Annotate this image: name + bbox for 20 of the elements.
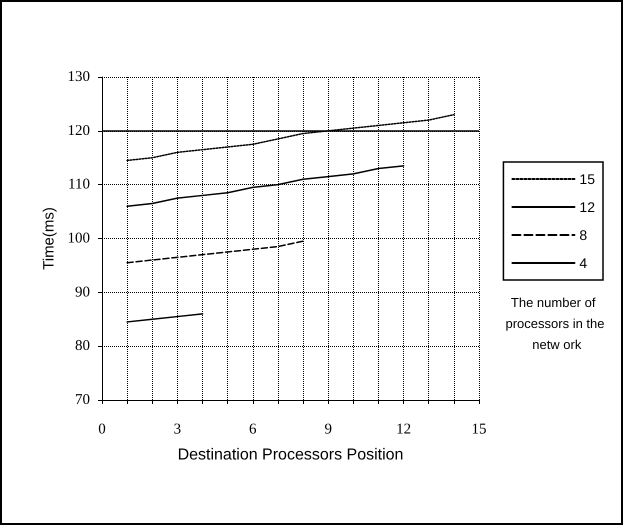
y-axis-title: Time(ms) xyxy=(40,207,58,270)
legend-label: 8 xyxy=(579,227,588,243)
legend-label: 4 xyxy=(579,255,588,271)
x-tick-label: 0 xyxy=(98,422,106,438)
y-tick-label: 70 xyxy=(75,392,90,408)
y-tick-label: 130 xyxy=(68,69,90,85)
y-tick-label: 120 xyxy=(68,122,90,139)
y-tick-label: 100 xyxy=(68,230,90,246)
y-tick-label: 110 xyxy=(68,176,90,193)
y-tick-label: 80 xyxy=(75,338,90,354)
y-tick-label: 90 xyxy=(75,284,90,300)
x-tick-label: 6 xyxy=(249,422,258,438)
legend-label: 12 xyxy=(579,199,596,215)
legend-title: The number of processors in the netw ork xyxy=(506,295,604,352)
x-tick-label: 15 xyxy=(472,422,486,438)
legend-label: 15 xyxy=(579,171,596,187)
x-tick-label: 9 xyxy=(324,422,332,438)
x-tick-label: 12 xyxy=(396,422,412,438)
x-axis-title: Destination Processors Position xyxy=(178,446,404,464)
x-tick-label: 3 xyxy=(174,422,182,438)
